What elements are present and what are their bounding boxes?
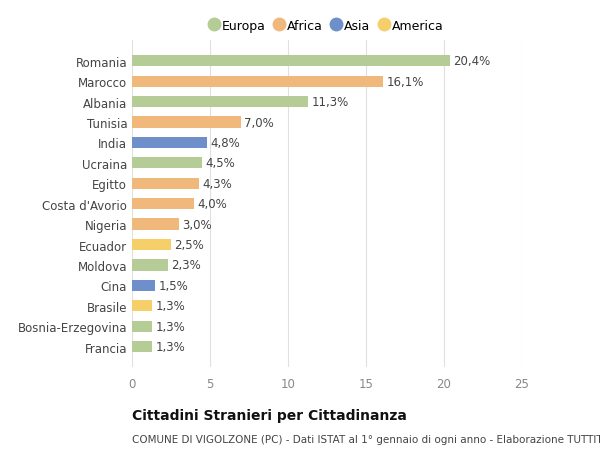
- Bar: [132, 341, 152, 353]
- Text: 1,3%: 1,3%: [155, 300, 185, 313]
- Text: 20,4%: 20,4%: [454, 55, 491, 68]
- Text: 2,3%: 2,3%: [171, 259, 201, 272]
- Text: 4,8%: 4,8%: [210, 137, 240, 150]
- Bar: [132, 219, 179, 230]
- Text: 1,3%: 1,3%: [155, 320, 185, 333]
- Bar: [132, 280, 155, 291]
- Bar: [132, 240, 171, 251]
- Bar: [132, 178, 199, 190]
- Bar: [132, 117, 241, 129]
- Bar: [132, 158, 202, 169]
- Text: 1,3%: 1,3%: [155, 340, 185, 353]
- Text: 3,0%: 3,0%: [182, 218, 212, 231]
- Bar: [132, 56, 450, 67]
- Text: 1,5%: 1,5%: [158, 279, 188, 292]
- Text: 16,1%: 16,1%: [386, 76, 424, 89]
- Bar: [132, 97, 308, 108]
- Text: 11,3%: 11,3%: [311, 96, 349, 109]
- Bar: [132, 301, 152, 312]
- Text: Cittadini Stranieri per Cittadinanza: Cittadini Stranieri per Cittadinanza: [132, 409, 407, 422]
- Legend: Europa, Africa, Asia, America: Europa, Africa, Asia, America: [206, 15, 448, 38]
- Text: 4,5%: 4,5%: [205, 157, 235, 170]
- Text: COMUNE DI VIGOLZONE (PC) - Dati ISTAT al 1° gennaio di ogni anno - Elaborazione : COMUNE DI VIGOLZONE (PC) - Dati ISTAT al…: [132, 434, 600, 444]
- Text: 4,3%: 4,3%: [202, 178, 232, 190]
- Text: 4,0%: 4,0%: [197, 198, 227, 211]
- Bar: [132, 77, 383, 88]
- Text: 2,5%: 2,5%: [174, 239, 204, 252]
- Bar: [132, 138, 207, 149]
- Text: 7,0%: 7,0%: [244, 116, 274, 129]
- Bar: [132, 321, 152, 332]
- Bar: [132, 260, 168, 271]
- Bar: [132, 199, 194, 210]
